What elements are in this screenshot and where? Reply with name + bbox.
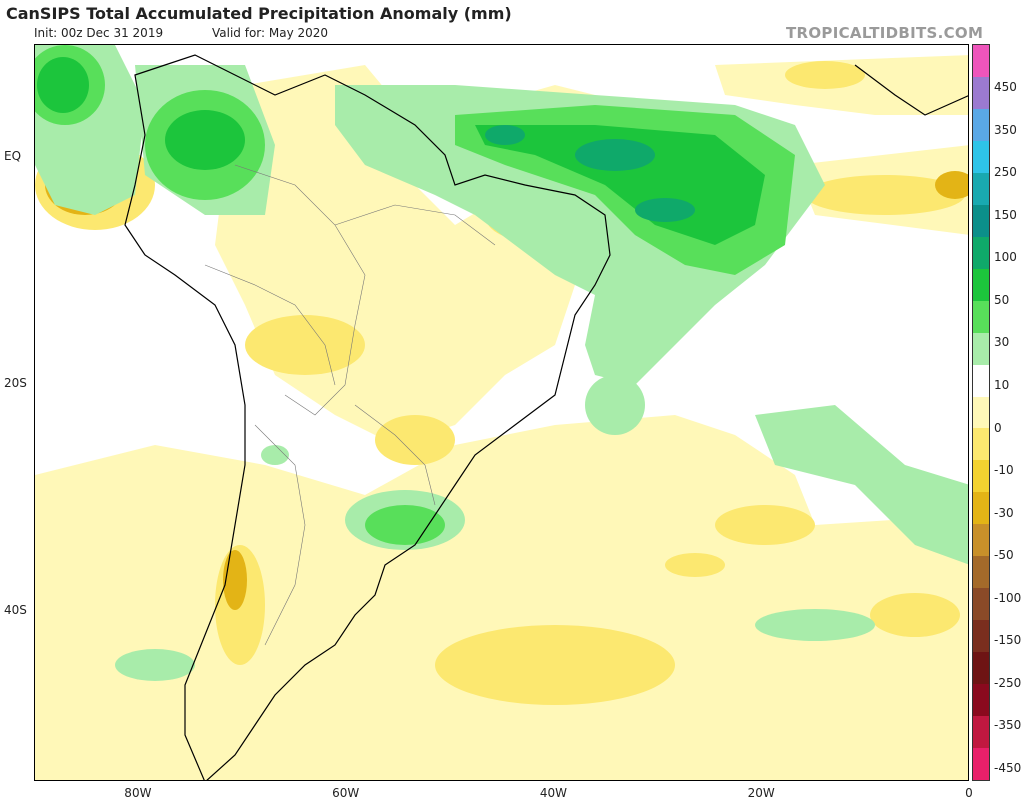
colorbar-segment	[973, 524, 989, 557]
map-canvas	[35, 45, 968, 780]
colorbar-segment	[973, 460, 989, 493]
init-time: Init: 00z Dec 31 2019	[34, 26, 164, 40]
colorbar-segment	[973, 45, 989, 78]
colorbar-label: 0	[994, 420, 1002, 435]
lat-label-20s: 20S	[4, 376, 27, 391]
map-title: CanSIPS Total Accumulated Precipitation …	[6, 4, 512, 23]
lon-label-0: 0	[965, 786, 973, 800]
colorbar-label: -10	[994, 463, 1014, 478]
colorbar-label: 50	[994, 292, 1010, 307]
colorbar-label: 150	[994, 207, 1017, 222]
colorbar	[972, 44, 990, 781]
lat-label-40s: 40S	[4, 602, 27, 617]
colorbar-segment	[973, 748, 989, 781]
colorbar-segment	[973, 556, 989, 589]
lon-label-80w: 80W	[124, 786, 152, 800]
colorbar-label: -450	[994, 761, 1022, 775]
colorbar-label: 250	[994, 165, 1017, 180]
anomaly-positive-peak	[485, 125, 695, 222]
colorbar-segment	[973, 140, 989, 174]
colorbar-label: -350	[994, 718, 1022, 733]
valid-time: Valid for: May 2020	[212, 26, 329, 40]
colorbar-label: 10	[994, 377, 1010, 392]
colorbar-segment	[973, 204, 989, 238]
source-credit: TROPICALTIDBITS.COM	[786, 24, 984, 42]
colorbar-segment	[973, 684, 989, 717]
lat-label-eq: EQ	[4, 149, 22, 164]
colorbar-segment	[973, 236, 989, 270]
colorbar-segment	[973, 332, 989, 366]
colorbar-label: -100	[994, 590, 1022, 605]
colorbar-segment	[973, 428, 989, 461]
colorbar-segment	[973, 620, 989, 653]
colorbar-label: -30	[994, 505, 1014, 520]
colorbar-segment	[973, 76, 989, 110]
colorbar-segment	[973, 364, 989, 398]
colorbar-label: 30	[994, 335, 1010, 350]
colorbar-segment	[973, 716, 989, 749]
colorbar-label: 100	[994, 250, 1017, 265]
lon-label-40w: 40W	[539, 786, 568, 800]
country-borders	[204, 164, 496, 646]
colorbar-segment	[973, 108, 989, 142]
lon-label-20w: 20W	[747, 786, 775, 800]
colorbar-segment	[973, 652, 989, 685]
colorbar-segment	[973, 492, 989, 525]
colorbar-label: 350	[994, 122, 1017, 137]
colorbar-segment	[973, 588, 989, 621]
anomaly-map	[34, 44, 969, 781]
colorbar-label: -250	[994, 675, 1022, 690]
colorbar-segment	[973, 300, 989, 334]
lon-label-60w: 60W	[332, 786, 360, 800]
colorbar-segment	[973, 268, 989, 302]
colorbar-segment	[973, 396, 989, 429]
colorbar-label: -50	[994, 548, 1014, 563]
coastlines	[124, 54, 968, 780]
colorbar-label: 450	[994, 80, 1017, 94]
colorbar-label: -150	[994, 633, 1022, 648]
anomaly-positive-strong	[37, 57, 765, 245]
colorbar-segment	[973, 172, 989, 206]
